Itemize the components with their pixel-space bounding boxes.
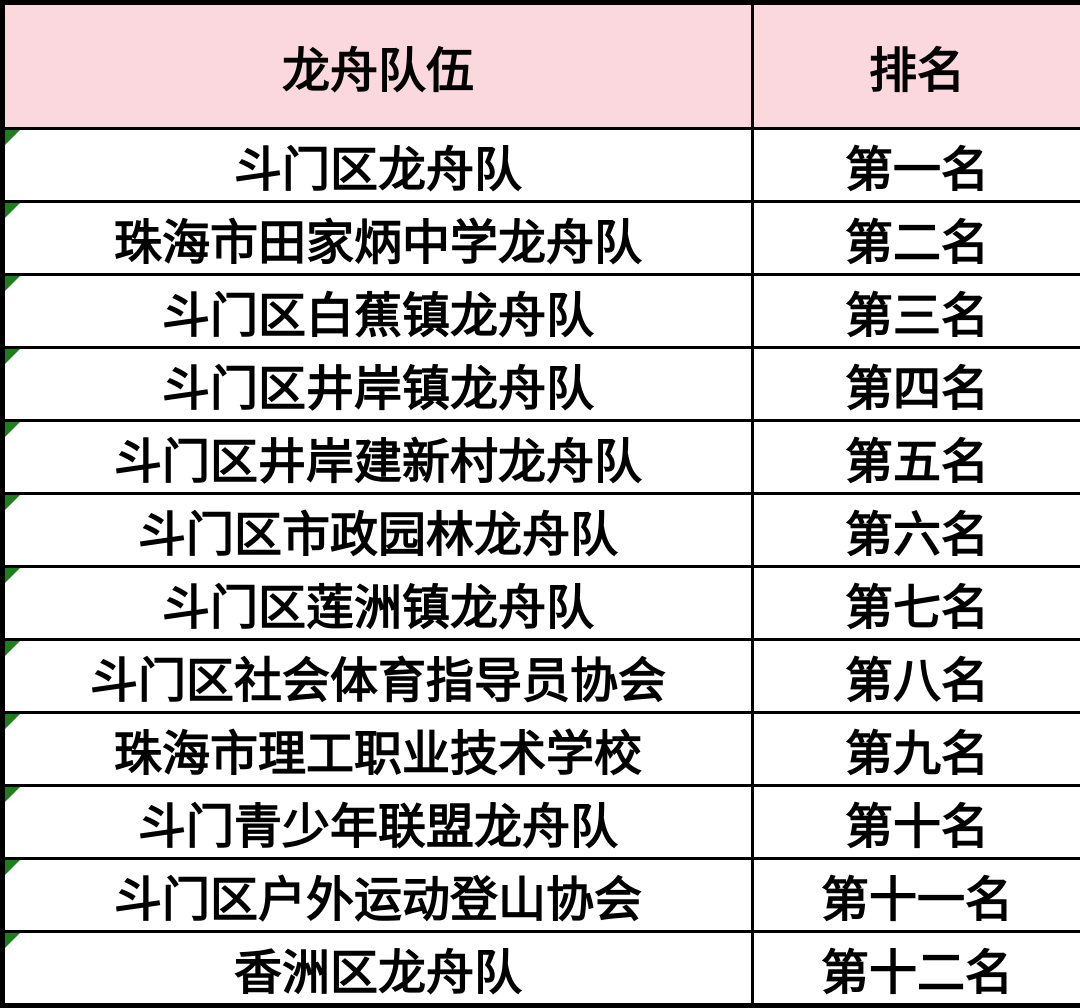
table-row: 珠海市田家炳中学龙舟队 第二名: [3, 202, 1080, 275]
rank-value: 第九名: [845, 728, 989, 781]
rank-value: 第七名: [845, 582, 989, 635]
team-cell[interactable]: 斗门区龙舟队: [3, 129, 753, 202]
rank-cell[interactable]: 第三名: [753, 275, 1080, 348]
team-cell[interactable]: 斗门区井岸建新村龙舟队: [3, 421, 753, 494]
rank-value: 第十二名: [821, 947, 1013, 1000]
team-cell[interactable]: 斗门区市政园林龙舟队: [3, 494, 753, 567]
cell-error-marker-icon: [5, 276, 20, 291]
team-name: 香洲区龙舟队: [234, 947, 522, 1000]
team-name: 斗门区龙舟队: [234, 144, 522, 197]
team-cell[interactable]: 斗门区社会体育指导员协会: [3, 640, 753, 713]
team-name: 珠海市理工职业技术学校: [114, 728, 642, 781]
table-row: 斗门区莲洲镇龙舟队 第七名: [3, 567, 1080, 640]
table-body: 斗门区龙舟队 第一名 珠海市田家炳中学龙舟队 第二名 斗门区白蕉镇龙舟队 第三名…: [3, 129, 1080, 1006]
rank-value: 第二名: [845, 217, 989, 270]
team-name: 斗门区莲洲镇龙舟队: [162, 582, 594, 635]
header-row: 龙舟队伍 排名: [3, 3, 1080, 129]
rank-cell[interactable]: 第一名: [753, 129, 1080, 202]
team-name: 斗门青少年联盟龙舟队: [138, 801, 618, 854]
rank-cell[interactable]: 第六名: [753, 494, 1080, 567]
table-row: 斗门区市政园林龙舟队 第六名: [3, 494, 1080, 567]
cell-error-marker-icon: [5, 787, 20, 802]
rank-value: 第十名: [845, 801, 989, 854]
rank-cell[interactable]: 第八名: [753, 640, 1080, 713]
table-row: 斗门区龙舟队 第一名: [3, 129, 1080, 202]
rank-value: 第三名: [845, 290, 989, 343]
team-cell[interactable]: 斗门区白蕉镇龙舟队: [3, 275, 753, 348]
cell-error-marker-icon: [5, 568, 20, 583]
rank-value: 第一名: [845, 144, 989, 197]
rank-value: 第四名: [845, 363, 989, 416]
table-row: 斗门区社会体育指导员协会 第八名: [3, 640, 1080, 713]
team-cell[interactable]: 斗门区井岸镇龙舟队: [3, 348, 753, 421]
cell-error-marker-icon: [5, 203, 20, 218]
team-cell[interactable]: 斗门区户外运动登山协会: [3, 859, 753, 932]
team-name: 斗门区户外运动登山协会: [114, 874, 642, 927]
team-name: 斗门区社会体育指导员协会: [90, 655, 666, 708]
cell-error-marker-icon: [5, 933, 20, 948]
cell-error-marker-icon: [5, 641, 20, 656]
cell-error-marker-icon: [5, 349, 20, 364]
table-row: 斗门区白蕉镇龙舟队 第三名: [3, 275, 1080, 348]
rank-cell[interactable]: 第十名: [753, 786, 1080, 859]
team-name: 斗门区市政园林龙舟队: [138, 509, 618, 562]
cell-error-marker-icon: [5, 422, 20, 437]
table-row: 斗门区户外运动登山协会 第十一名: [3, 859, 1080, 932]
rank-cell[interactable]: 第二名: [753, 202, 1080, 275]
team-cell[interactable]: 珠海市田家炳中学龙舟队: [3, 202, 753, 275]
team-cell[interactable]: 斗门青少年联盟龙舟队: [3, 786, 753, 859]
rank-cell[interactable]: 第九名: [753, 713, 1080, 786]
rank-value: 第八名: [845, 655, 989, 708]
table-row: 斗门区井岸镇龙舟队 第四名: [3, 348, 1080, 421]
column-header-rank: 排名: [753, 3, 1080, 129]
rank-value: 第五名: [845, 436, 989, 489]
table-row: 香洲区龙舟队 第十二名: [3, 932, 1080, 1006]
rank-cell[interactable]: 第十一名: [753, 859, 1080, 932]
team-cell[interactable]: 斗门区莲洲镇龙舟队: [3, 567, 753, 640]
cell-error-marker-icon: [5, 495, 20, 510]
table-row: 斗门青少年联盟龙舟队 第十名: [3, 786, 1080, 859]
cell-error-marker-icon: [5, 714, 20, 729]
cell-error-marker-icon: [5, 860, 20, 875]
table-row: 斗门区井岸建新村龙舟队 第五名: [3, 421, 1080, 494]
team-cell[interactable]: 珠海市理工职业技术学校: [3, 713, 753, 786]
rank-value: 第十一名: [821, 874, 1013, 927]
rank-cell[interactable]: 第五名: [753, 421, 1080, 494]
rank-cell[interactable]: 第七名: [753, 567, 1080, 640]
rank-value: 第六名: [845, 509, 989, 562]
column-header-team: 龙舟队伍: [3, 3, 753, 129]
table-row: 珠海市理工职业技术学校 第九名: [3, 713, 1080, 786]
team-name: 斗门区井岸建新村龙舟队: [114, 436, 642, 489]
team-name: 斗门区井岸镇龙舟队: [162, 363, 594, 416]
rank-cell[interactable]: 第四名: [753, 348, 1080, 421]
team-name: 珠海市田家炳中学龙舟队: [114, 217, 642, 270]
team-cell[interactable]: 香洲区龙舟队: [3, 932, 753, 1006]
rank-cell[interactable]: 第十二名: [753, 932, 1080, 1006]
team-name: 斗门区白蕉镇龙舟队: [162, 290, 594, 343]
cell-error-marker-icon: [5, 130, 20, 145]
